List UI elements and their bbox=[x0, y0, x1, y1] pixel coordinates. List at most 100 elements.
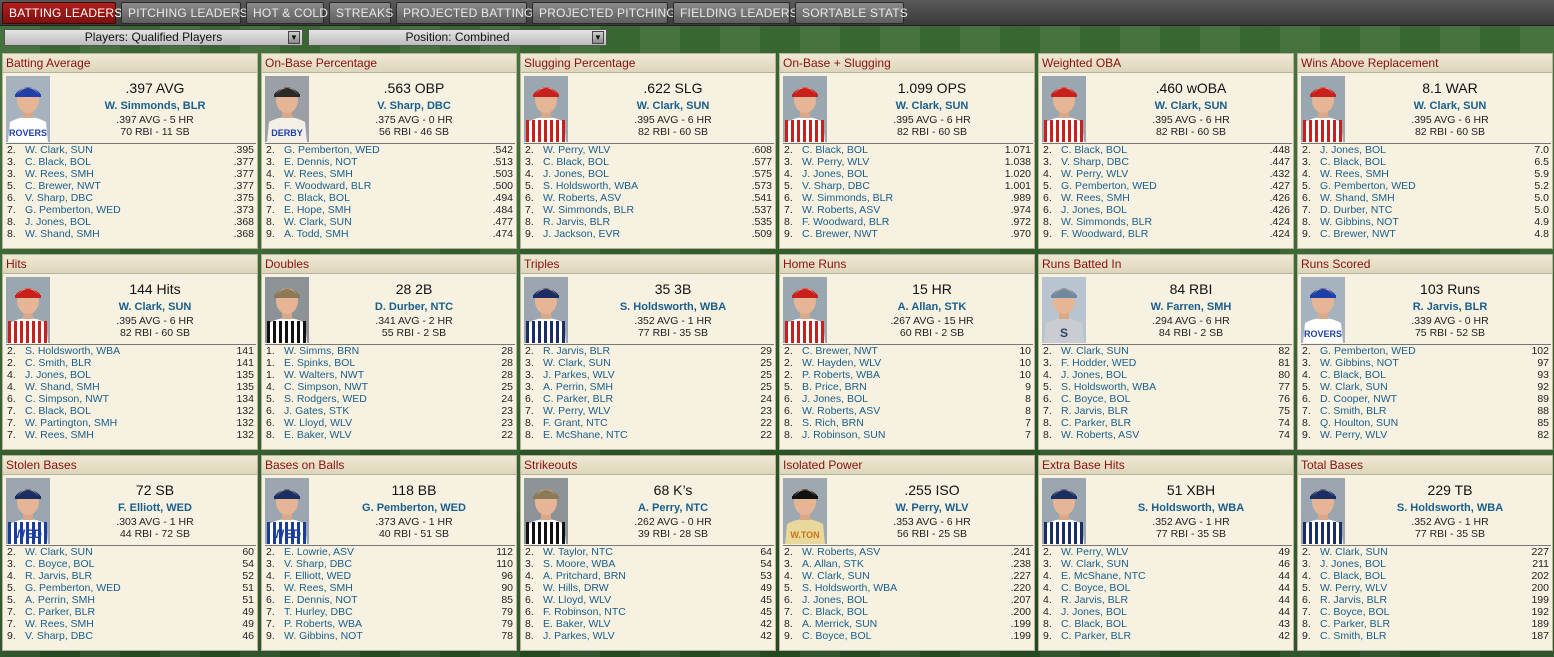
player-portrait[interactable] bbox=[783, 76, 827, 142]
player-link[interactable]: W. Roberts, ASV bbox=[802, 546, 881, 558]
leader-player-link[interactable]: V. Sharp, DBC bbox=[377, 100, 451, 112]
player-link[interactable]: R. Jarvis, BLR bbox=[543, 216, 611, 228]
leader-player-link[interactable]: W. Clark, SUN bbox=[895, 100, 969, 112]
leader-player-link[interactable]: W. Perry, WLV bbox=[895, 502, 969, 514]
player-link[interactable]: E. Spinks, BOL bbox=[284, 357, 356, 369]
player-link[interactable]: C. Black, BOL bbox=[1320, 570, 1386, 582]
player-link[interactable]: W. Clark, SUN bbox=[284, 216, 352, 228]
player-link[interactable]: C. Boyce, BOL bbox=[1061, 393, 1131, 405]
player-portrait[interactable] bbox=[6, 277, 50, 343]
player-link[interactable]: C. Boyce, BOL bbox=[25, 558, 95, 570]
player-link[interactable]: R. Jarvis, BLR bbox=[1061, 594, 1129, 606]
player-link[interactable]: F. Elliott, WED bbox=[284, 570, 352, 582]
player-link[interactable]: W. Roberts, ASV bbox=[802, 405, 881, 417]
player-link[interactable]: J. Jones, BOL bbox=[1061, 369, 1127, 381]
tab-projected-batting[interactable]: PROJECTED BATTING bbox=[396, 2, 533, 24]
panel-title[interactable]: Wins Above Replacement bbox=[1298, 54, 1552, 73]
leader-player-link[interactable]: S. Holdsworth, WBA bbox=[619, 301, 727, 313]
leader-player-link[interactable]: D. Durber, NTC bbox=[374, 301, 454, 313]
player-link[interactable]: G. Pemberton, WED bbox=[1320, 345, 1416, 357]
panel-title[interactable]: Weighted OBA bbox=[1039, 54, 1293, 73]
player-link[interactable]: C. Black, BOL bbox=[1061, 144, 1127, 156]
player-link[interactable]: A. Merrick, SUN bbox=[802, 618, 878, 630]
player-link[interactable]: C. Smith, BLR bbox=[1320, 405, 1387, 417]
panel-title[interactable]: Hits bbox=[3, 255, 257, 274]
player-link[interactable]: D. Durber, NTC bbox=[1320, 204, 1393, 216]
player-portrait[interactable] bbox=[1042, 76, 1086, 142]
player-link[interactable]: W. Hills, DRW bbox=[543, 582, 609, 594]
player-link[interactable]: W. Rees, SMH bbox=[284, 168, 353, 180]
player-portrait[interactable]: ROVERS bbox=[1301, 277, 1345, 343]
player-link[interactable]: J. Jones, BOL bbox=[25, 216, 91, 228]
player-portrait[interactable]: WED bbox=[6, 478, 50, 544]
player-link[interactable]: W. Perry, WLV bbox=[1061, 546, 1129, 558]
player-link[interactable]: F. Woodward, BLR bbox=[1061, 228, 1149, 240]
player-link[interactable]: C. Boyce, BOL bbox=[1320, 606, 1390, 618]
player-link[interactable]: C. Simpson, NWT bbox=[284, 381, 369, 393]
player-link[interactable]: W. Lloyd, WLV bbox=[543, 594, 612, 606]
player-link[interactable]: C. Brewer, NWT bbox=[802, 228, 878, 240]
panel-title[interactable]: Total Bases bbox=[1298, 456, 1552, 475]
player-link[interactable]: J. Jones, BOL bbox=[1061, 606, 1127, 618]
player-link[interactable]: S. Moore, WBA bbox=[543, 558, 616, 570]
player-link[interactable]: P. Roberts, WBA bbox=[284, 618, 363, 630]
player-link[interactable]: G. Pemberton, WED bbox=[284, 144, 380, 156]
player-link[interactable]: J. Jones, BOL bbox=[1320, 144, 1386, 156]
player-link[interactable]: C. Black, BOL bbox=[543, 156, 609, 168]
player-portrait[interactable] bbox=[1301, 76, 1345, 142]
tab-batting-leaders[interactable]: BATTING LEADERS bbox=[2, 2, 122, 24]
panel-title[interactable]: On-Base + Slugging bbox=[780, 54, 1034, 73]
player-link[interactable]: V. Sharp, DBC bbox=[25, 192, 93, 204]
player-link[interactable]: W. Perry, WLV bbox=[1320, 429, 1388, 441]
player-link[interactable]: W. Shand, SMH bbox=[25, 381, 100, 393]
leader-player-link[interactable]: W. Clark, SUN bbox=[1413, 100, 1487, 112]
panel-title[interactable]: Bases on Balls bbox=[262, 456, 516, 475]
player-link[interactable]: C. Brewer, NWT bbox=[25, 180, 101, 192]
player-link[interactable]: W. Clark, SUN bbox=[802, 570, 870, 582]
player-link[interactable]: J. Gates, STK bbox=[284, 405, 350, 417]
tab-sortable-stats[interactable]: SORTABLE STATS bbox=[795, 2, 908, 24]
player-link[interactable]: E. McShane, NTC bbox=[1061, 570, 1146, 582]
chevron-down-icon[interactable]: ▼ bbox=[592, 31, 604, 44]
player-link[interactable]: J. Jackson, EVR bbox=[543, 228, 621, 240]
player-link[interactable]: C. Boyce, BOL bbox=[802, 630, 872, 642]
player-link[interactable]: J. Jones, BOL bbox=[1320, 558, 1386, 570]
leader-player-link[interactable]: S. Holdsworth, WBA bbox=[1137, 502, 1245, 514]
player-link[interactable]: S. Rich, BRN bbox=[802, 417, 864, 429]
player-link[interactable]: C. Parker, BLR bbox=[1320, 618, 1391, 630]
player-link[interactable]: W. Simmonds, BLR bbox=[1061, 216, 1153, 228]
player-link[interactable]: C. Black, BOL bbox=[1320, 156, 1386, 168]
player-link[interactable]: W. Perry, WLV bbox=[802, 156, 870, 168]
leader-player-link[interactable]: W. Simmonds, BLR bbox=[104, 100, 206, 112]
player-link[interactable]: A. Allan, STK bbox=[802, 558, 864, 570]
player-link[interactable]: C. Black, BOL bbox=[25, 156, 91, 168]
player-link[interactable]: W. Rees, SMH bbox=[25, 429, 94, 441]
player-link[interactable]: W. Gibbins, NOT bbox=[1320, 216, 1399, 228]
player-link[interactable]: D. Cooper, NWT bbox=[1320, 393, 1398, 405]
panel-title[interactable]: Strikeouts bbox=[521, 456, 775, 475]
player-link[interactable]: F. Woodward, BLR bbox=[802, 216, 890, 228]
player-link[interactable]: Q. Houlton, SUN bbox=[1320, 417, 1399, 429]
player-link[interactable]: F. Woodward, BLR bbox=[284, 180, 372, 192]
player-link[interactable]: W. Shand, SMH bbox=[1320, 192, 1395, 204]
player-link[interactable]: R. Jarvis, BLR bbox=[1061, 405, 1129, 417]
player-link[interactable]: C. Black, BOL bbox=[802, 144, 868, 156]
player-portrait[interactable] bbox=[524, 478, 568, 544]
player-link[interactable]: W. Simmonds, BLR bbox=[543, 204, 635, 216]
player-link[interactable]: W. Roberts, ASV bbox=[802, 204, 881, 216]
player-link[interactable]: P. Roberts, WBA bbox=[802, 369, 881, 381]
player-portrait[interactable] bbox=[524, 76, 568, 142]
player-link[interactable]: E. McShane, NTC bbox=[543, 429, 628, 441]
player-link[interactable]: W. Shand, SMH bbox=[25, 228, 100, 240]
players-filter-dropdown[interactable]: Players: Qualified Players ▼ bbox=[4, 29, 303, 46]
tab-streaks[interactable]: STREAKS bbox=[329, 2, 393, 24]
player-link[interactable]: C. Boyce, BOL bbox=[1061, 582, 1131, 594]
player-link[interactable]: C. Parker, BLR bbox=[543, 393, 614, 405]
player-link[interactable]: C. Black, BOL bbox=[284, 192, 350, 204]
player-link[interactable]: W. Gibbins, NOT bbox=[1320, 357, 1399, 369]
panel-title[interactable]: Runs Scored bbox=[1298, 255, 1552, 274]
player-link[interactable]: W. Partington, SMH bbox=[25, 417, 118, 429]
panel-title[interactable]: Home Runs bbox=[780, 255, 1034, 274]
player-link[interactable]: W. Simmonds, BLR bbox=[802, 192, 894, 204]
player-link[interactable]: J. Jones, BOL bbox=[25, 369, 91, 381]
